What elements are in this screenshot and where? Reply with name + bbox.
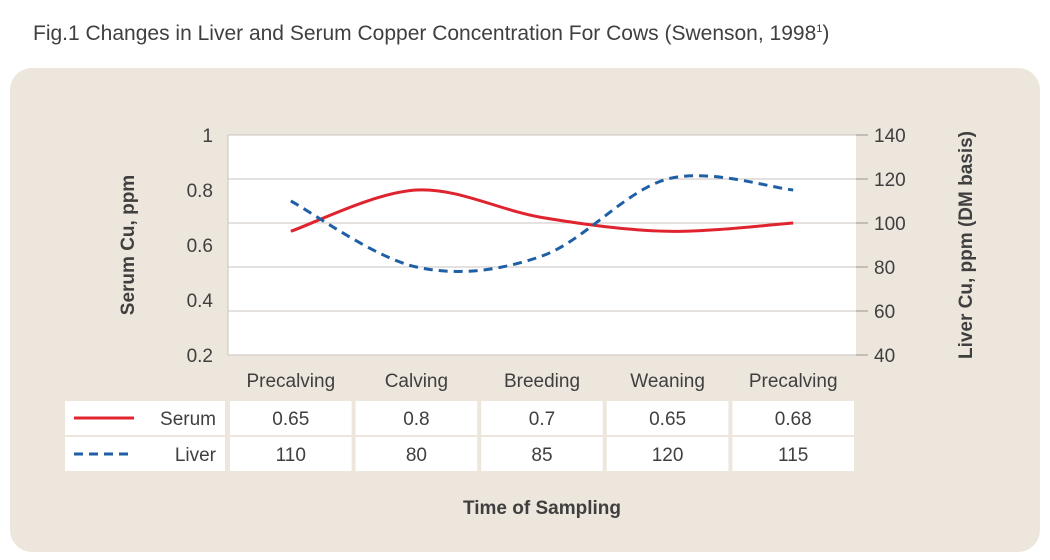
- y-tick-label: 1: [202, 126, 213, 147]
- table-cell: [230, 401, 352, 435]
- y2-tick-label: 60: [874, 302, 895, 323]
- y-tick-label: 0.6: [187, 236, 213, 257]
- series-line-serum: [290, 188, 794, 233]
- y-tick-label: 0.8: [187, 181, 213, 202]
- figure-title: Fig.1 Changes in Liver and Serum Copper …: [33, 22, 829, 46]
- table-cell-value: 115: [778, 445, 808, 466]
- table-cell-value: 0.65: [649, 409, 686, 430]
- table-cell-value: 0.68: [775, 409, 812, 430]
- table-cell: [355, 401, 478, 435]
- data-table: Serum 0.65 0.8 0.7 0.65 0.68 Liver 110 80 85 120 11…: [65, 401, 854, 471]
- figure-title-text: Fig.1 Changes in Liver and Serum Copper …: [33, 22, 817, 45]
- series-group: [290, 174, 794, 273]
- table-cell: [606, 437, 729, 471]
- table-cell-value: 85: [531, 445, 552, 466]
- table-cell: [230, 437, 352, 471]
- category-label: Precalving: [749, 371, 838, 392]
- table-cell: [481, 437, 603, 471]
- table-cell: [732, 437, 854, 471]
- table-cell: [606, 401, 729, 435]
- table-cell: [355, 437, 478, 471]
- y2-tick-label: 40: [874, 346, 895, 367]
- series-line-liver: [290, 174, 794, 273]
- y2-tick-label: 80: [874, 258, 895, 279]
- y-tick-label: 0.4: [187, 291, 214, 312]
- y-axis-title: Serum Cu, ppm: [118, 175, 139, 315]
- table-cell: [481, 401, 603, 435]
- category-label: Breeding: [504, 371, 580, 392]
- figure-title-ref: 1: [816, 23, 823, 35]
- figure-title-close: ): [822, 22, 830, 45]
- legend-label-liver: Liver: [175, 445, 217, 466]
- y2-tick-label: 140: [874, 126, 906, 147]
- legend-label-serum: Serum: [160, 409, 216, 430]
- table-cell-value: 0.7: [529, 409, 555, 430]
- category-label: Precalving: [246, 371, 335, 392]
- table-cell: [732, 401, 854, 435]
- grid-lines: [227, 134, 868, 356]
- category-label: Weaning: [630, 371, 705, 392]
- category-labels: Precalving Calving Breeding Weaning Precalvi…: [246, 371, 837, 392]
- table-cell-value: 80: [406, 445, 427, 466]
- category-label: Calving: [385, 371, 448, 392]
- x-axis-title: Time of Sampling: [463, 498, 621, 519]
- y-tick-label: 0.2: [187, 346, 213, 367]
- y2-tick-label: 100: [874, 214, 906, 235]
- table-cell-value: 0.65: [272, 409, 309, 430]
- table-cell-value: 0.8: [403, 409, 429, 430]
- table-cell-value: 120: [652, 445, 684, 466]
- table-cell-value: 110: [276, 445, 306, 466]
- plot-area: [228, 135, 856, 355]
- y2-axis-title: Liver Cu, ppm (DM basis): [956, 131, 977, 359]
- y2-tick-label: 120: [874, 170, 906, 191]
